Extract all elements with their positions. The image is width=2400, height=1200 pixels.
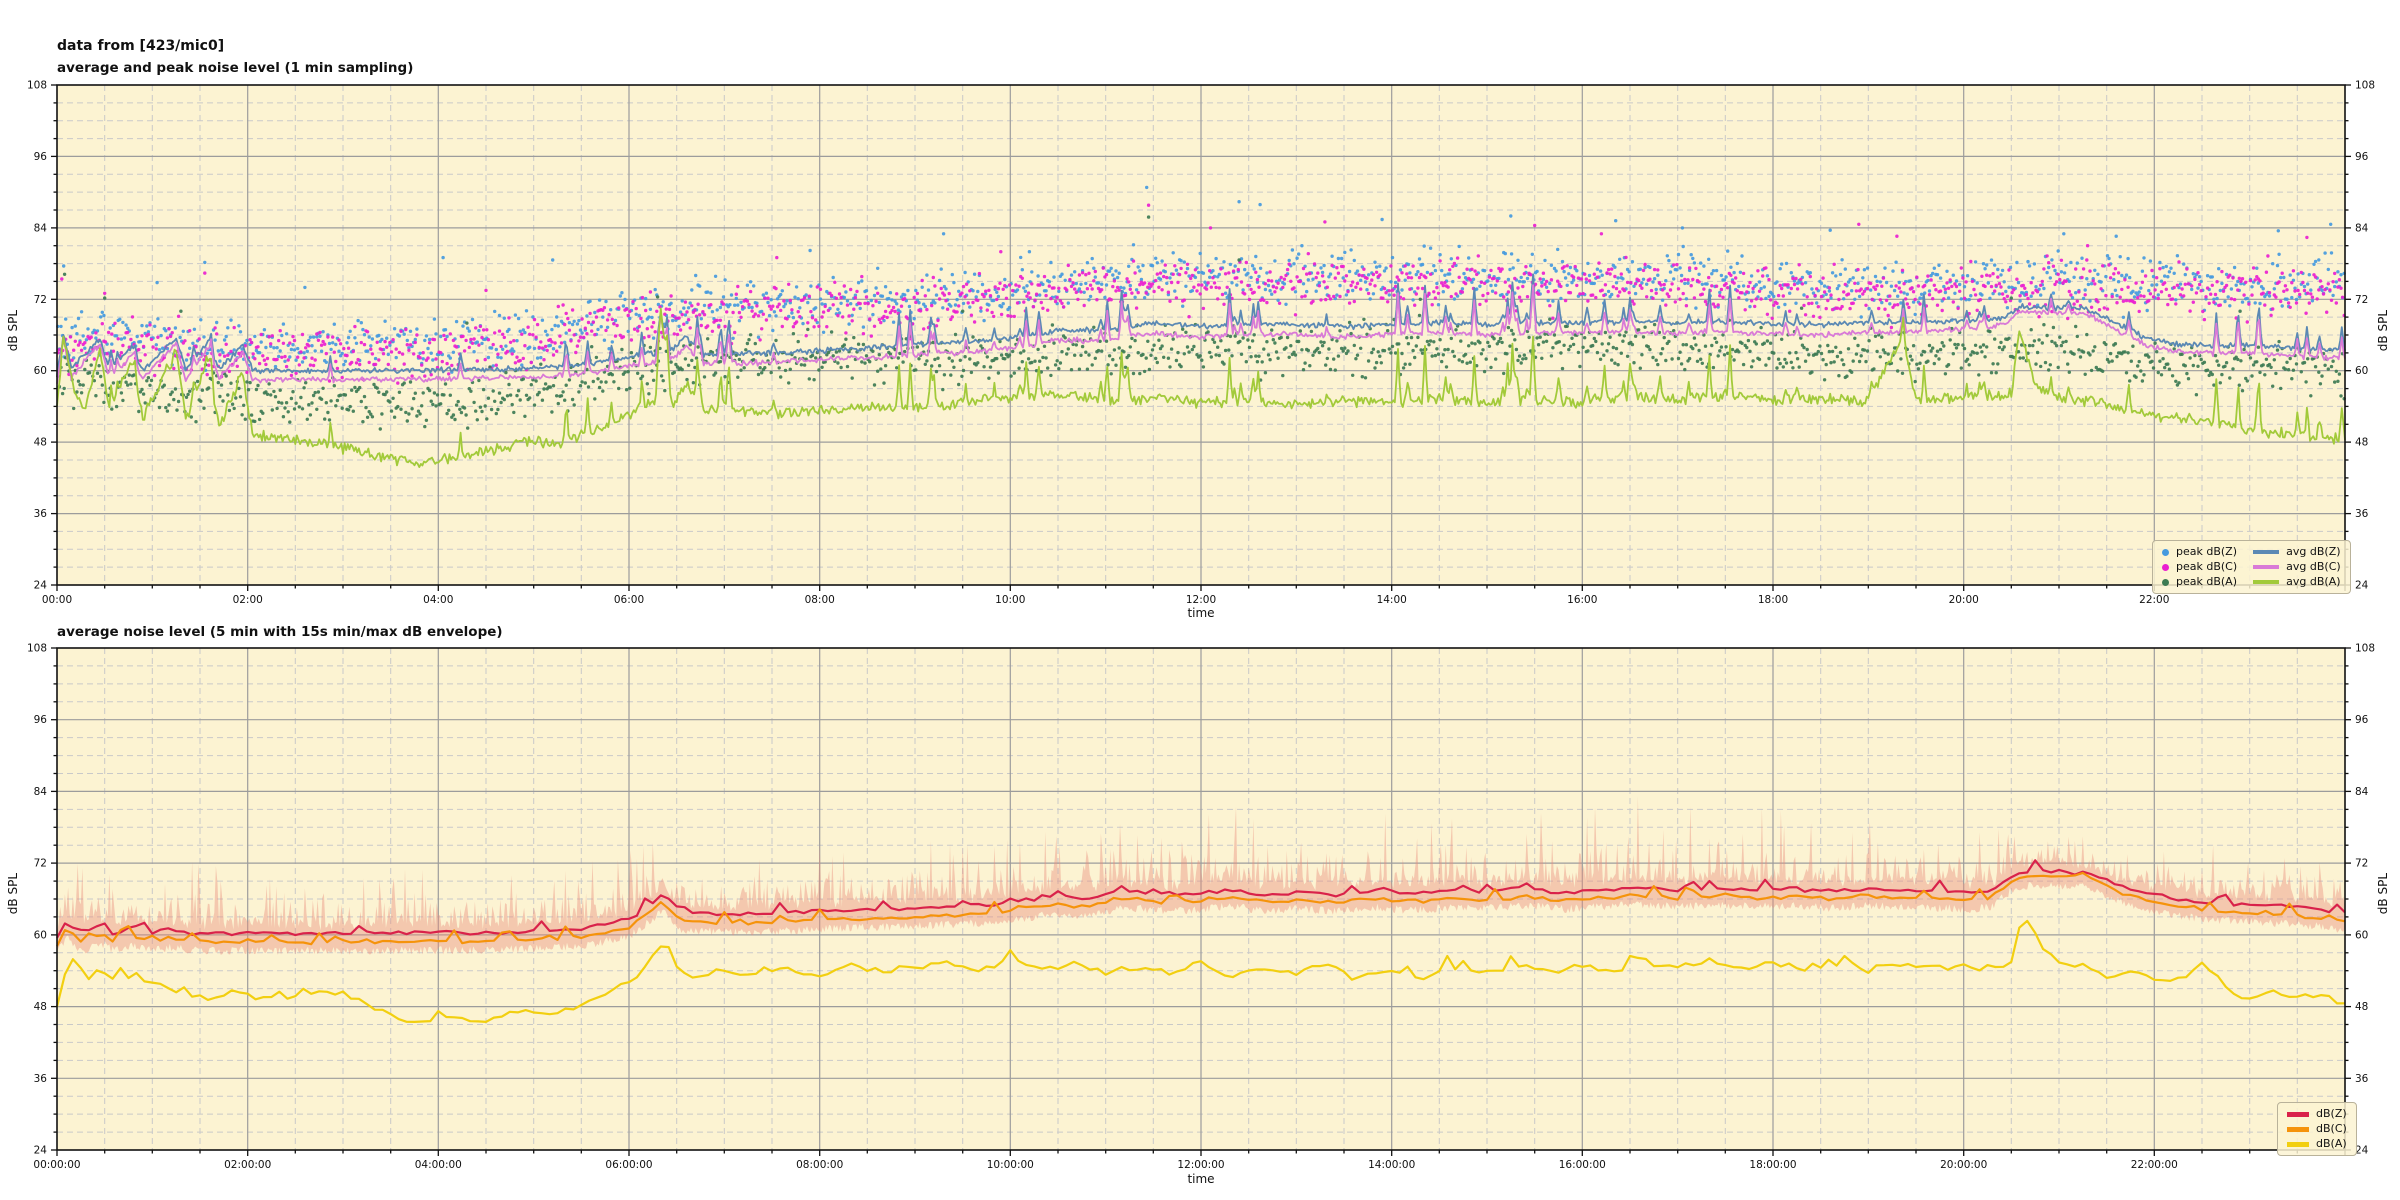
svg-text:18:00: 18:00 [1758,594,1788,606]
svg-text:72: 72 [2355,858,2368,870]
bottom-chart-canvas: 24 24 36 36 48 48 60 60 72 72 84 84 96 96 108 108 00:00:… [27,643,2375,1172]
legend-item-avg-dbz: avg dB(Z) [2253,545,2341,559]
bottom-chart-xlabel: time [1187,1172,1215,1186]
avg-dbz-line-icon [2253,550,2280,554]
svg-text:108: 108 [2355,80,2375,92]
svg-text:06:00: 06:00 [614,594,644,606]
legend-label: peak dB(C) [2176,560,2238,573]
svg-text:84: 84 [34,786,48,798]
svg-text:16:00:00: 16:00:00 [1559,1159,1606,1171]
legend-label: dB(Z) [2316,1107,2347,1120]
svg-text:72: 72 [34,294,47,306]
top-chart-legend: peak dB(Z) avg dB(Z) peak dB(C) avg dB(C… [2152,540,2351,594]
svg-text:12:00:00: 12:00:00 [1177,1159,1224,1171]
svg-text:72: 72 [34,858,47,870]
legend-item-dbz: dB(Z) [2287,1107,2347,1121]
legend-item-peak-dbc: peak dB(C) [2162,560,2237,574]
svg-text:20:00: 20:00 [1949,594,1979,606]
svg-text:04:00: 04:00 [423,594,453,606]
svg-text:00:00: 00:00 [42,594,72,606]
svg-text:48: 48 [2355,437,2368,449]
svg-text:60: 60 [2355,365,2368,377]
svg-text:96: 96 [2355,151,2369,163]
svg-text:22:00: 22:00 [2139,594,2169,606]
svg-text:96: 96 [34,151,48,163]
svg-text:60: 60 [34,365,47,377]
top-chart-ylabel-left: dB SPL [6,310,20,352]
svg-text:24: 24 [34,1145,48,1157]
svg-text:24: 24 [2355,580,2369,592]
svg-text:48: 48 [2355,1001,2368,1013]
svg-text:96: 96 [2355,714,2369,726]
bottom-chart-ylabel-left: dB SPL [6,873,20,915]
svg-text:14:00: 14:00 [1377,594,1407,606]
svg-text:10:00:00: 10:00:00 [987,1159,1034,1171]
legend-item-avg-dba: avg dB(A) [2253,575,2341,589]
svg-text:48: 48 [34,1001,47,1013]
svg-text:36: 36 [2355,1073,2369,1085]
legend-item-dbc: dB(C) [2287,1122,2347,1136]
legend-label: dB(C) [2316,1122,2347,1135]
legend-label: peak dB(A) [2176,575,2237,588]
svg-text:08:00:00: 08:00:00 [796,1159,843,1171]
svg-text:14:00:00: 14:00:00 [1368,1159,1415,1171]
legend-item-peak-dba: peak dB(A) [2162,575,2237,589]
avg-dba-line-icon [2253,580,2280,584]
legend-item-avg-dbc: avg dB(C) [2253,560,2341,574]
dbz-line-icon [2287,1111,2309,1117]
svg-text:84: 84 [2355,222,2369,234]
legend-label: avg dB(A) [2286,575,2341,588]
header-data-source: data from [423/mic0] [57,38,225,54]
svg-text:02:00: 02:00 [233,594,263,606]
bottom-chart-legend: dB(Z) dB(C) dB(A) [2277,1102,2357,1156]
peak-dba-marker-icon [2162,578,2169,586]
svg-text:108: 108 [2355,643,2375,655]
legend-label: avg dB(Z) [2286,545,2341,558]
svg-text:18:00:00: 18:00:00 [1749,1159,1796,1171]
svg-text:36: 36 [2355,508,2369,520]
svg-text:36: 36 [34,508,48,520]
peak-dbc-marker-icon [2162,563,2169,571]
svg-text:20:00:00: 20:00:00 [1940,1159,1987,1171]
top-chart-ylabel-right: dB SPL [2376,310,2390,352]
svg-text:60: 60 [34,929,47,941]
svg-text:10:00: 10:00 [995,594,1025,606]
svg-text:108: 108 [27,80,47,92]
dbc-line-icon [2287,1126,2309,1132]
svg-text:22:00:00: 22:00:00 [2131,1159,2178,1171]
bottom-chart-ylabel-right: dB SPL [2376,873,2390,915]
top-chart-title: average and peak noise level (1 min samp… [57,60,414,76]
legend-item-dba: dB(A) [2287,1137,2347,1151]
legend-label: avg dB(C) [2286,560,2341,573]
svg-text:06:00:00: 06:00:00 [605,1159,652,1171]
top-chart-xlabel: time [1187,606,1215,620]
top-chart-canvas: 24 24 36 36 48 48 60 60 72 72 84 84 96 96 108 108 00:00 0… [27,80,2375,607]
svg-text:72: 72 [2355,294,2368,306]
svg-text:04:00:00: 04:00:00 [415,1159,462,1171]
svg-text:108: 108 [27,643,47,655]
svg-text:00:00:00: 00:00:00 [33,1159,80,1171]
svg-text:84: 84 [2355,786,2369,798]
svg-text:08:00: 08:00 [805,594,835,606]
avg-dbc-line-icon [2253,565,2280,569]
svg-text:84: 84 [34,222,48,234]
svg-text:12:00: 12:00 [1186,594,1216,606]
svg-text:16:00: 16:00 [1567,594,1597,606]
bottom-chart-title: average noise level (5 min with 15s min/… [57,624,503,640]
peak-dbz-marker-icon [2162,548,2169,556]
svg-text:02:00:00: 02:00:00 [224,1159,271,1171]
dba-line-icon [2287,1141,2309,1147]
svg-text:24: 24 [2355,1145,2369,1157]
svg-text:36: 36 [34,1073,48,1085]
svg-text:24: 24 [34,580,48,592]
legend-item-peak-dbz: peak dB(Z) [2162,545,2237,559]
legend-label: dB(A) [2316,1137,2347,1150]
svg-text:60: 60 [2355,929,2368,941]
svg-text:48: 48 [34,437,47,449]
legend-label: peak dB(Z) [2176,545,2238,558]
svg-text:96: 96 [34,714,48,726]
